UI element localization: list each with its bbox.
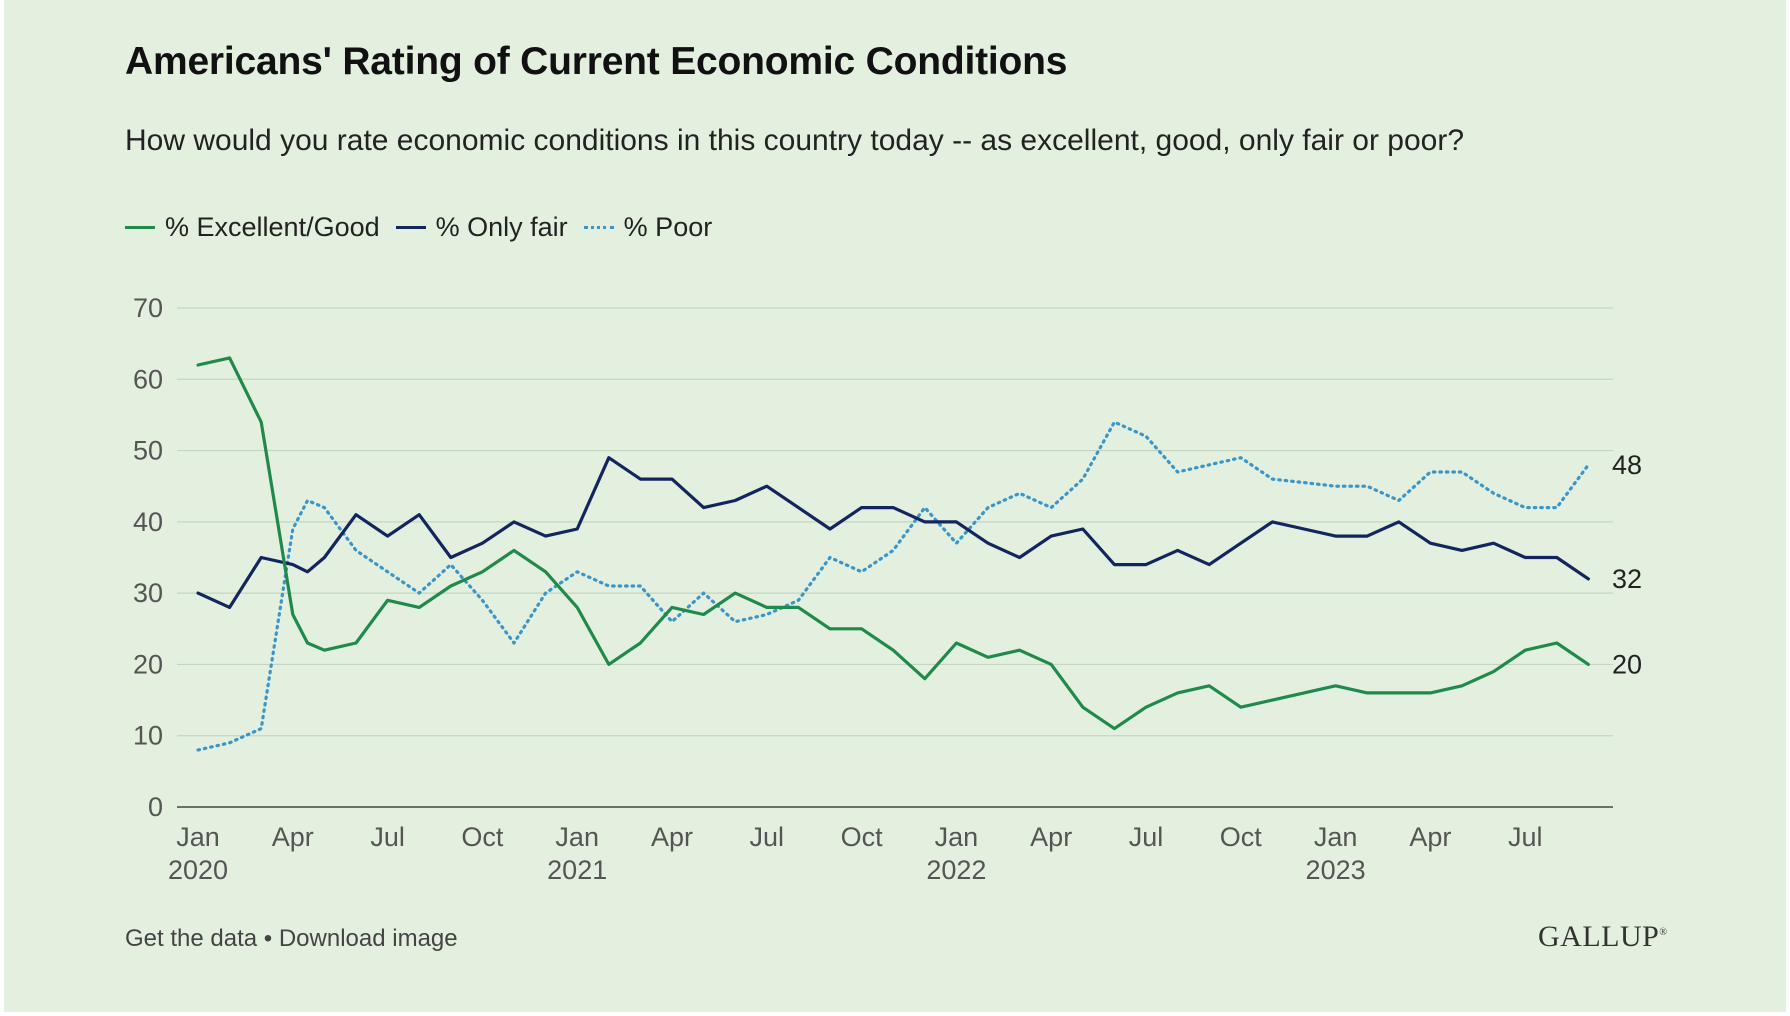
x-tick-label-0: Jan — [176, 822, 220, 852]
legend-label-poor: % Poor — [623, 212, 713, 242]
x-tick-label-5: Apr — [651, 822, 693, 852]
end-label-excellent-good: 20 — [1612, 649, 1642, 679]
legend-swatch-excellent-good — [125, 226, 155, 229]
x-tick-year-2020: 2020 — [168, 855, 228, 885]
y-tick-label-30: 30 — [133, 578, 163, 608]
chart-legend: % Excellent/Good % Only fair % Poor — [125, 212, 728, 243]
download-image-link[interactable]: Download image — [278, 925, 458, 952]
x-tick-label-8: Jan — [935, 822, 979, 852]
end-label-only-fair: 32 — [1612, 564, 1642, 594]
y-tick-label-70: 70 — [133, 293, 163, 323]
x-tick-year-2023: 2023 — [1306, 855, 1366, 885]
legend-label-excellent-good: % Excellent/Good — [165, 212, 380, 242]
end-label-poor: 48 — [1612, 450, 1642, 480]
x-tick-label-13: Apr — [1409, 822, 1451, 852]
x-tick-label-11: Oct — [1220, 822, 1263, 852]
legend-item-excellent-good: % Excellent/Good — [125, 212, 380, 243]
y-tick-label-60: 60 — [133, 364, 163, 394]
legend-swatch-poor — [583, 226, 614, 229]
get-data-link[interactable]: Get the data — [125, 925, 258, 952]
chart-grid — [177, 307, 1613, 808]
x-tick-label-3: Oct — [461, 822, 504, 852]
chart-card: Americans' Rating of Current Economic Co… — [4, 0, 1786, 1012]
chart-subtitle: How would you rate economic conditions i… — [125, 124, 1465, 157]
x-tick-year-2022: 2022 — [926, 855, 986, 885]
x-tick-year-2021: 2021 — [547, 855, 607, 885]
brand-registered-mark: ® — [1659, 927, 1668, 938]
footer-links: Get the data • Download image — [125, 925, 458, 953]
legend-swatch-only-fair — [395, 226, 426, 229]
x-tick-label-14: Jul — [1508, 822, 1543, 852]
series-line-poor — [196, 420, 1591, 752]
series-line-only-fair — [196, 456, 1591, 610]
x-tick-label-1: Apr — [272, 822, 314, 852]
brand-text: GALLUP — [1538, 920, 1660, 953]
y-tick-label-40: 40 — [133, 507, 163, 537]
x-tick-label-9: Apr — [1030, 822, 1072, 852]
x-tick-label-2: Jul — [370, 822, 405, 852]
footer-separator: • — [263, 925, 273, 952]
x-tick-label-10: Jul — [1129, 822, 1164, 852]
x-tick-label-6: Jul — [750, 822, 785, 852]
legend-item-poor: % Poor — [583, 212, 713, 243]
legend-item-only-fair: % Only fair — [395, 212, 568, 243]
x-tick-label-7: Oct — [841, 822, 884, 852]
x-tick-label-4: Jan — [555, 822, 599, 852]
y-tick-label-20: 20 — [133, 649, 163, 679]
end-labels: 48 32 20 — [1612, 450, 1642, 680]
series-lines — [196, 356, 1591, 752]
legend-label-only-fair: % Only fair — [435, 212, 568, 242]
chart-title: Americans' Rating of Current Economic Co… — [125, 40, 1068, 83]
y-tick-label-50: 50 — [133, 436, 163, 466]
gallup-logo: GALLUP® — [1538, 920, 1667, 954]
y-tick-label-0: 0 — [148, 792, 163, 822]
series-line-excellent-good — [196, 356, 1591, 731]
x-tick-label-12: Jan — [1314, 822, 1358, 852]
y-tick-label-10: 10 — [133, 721, 163, 751]
y-axis-ticks: 0 10 20 30 40 50 60 70 — [133, 293, 163, 822]
